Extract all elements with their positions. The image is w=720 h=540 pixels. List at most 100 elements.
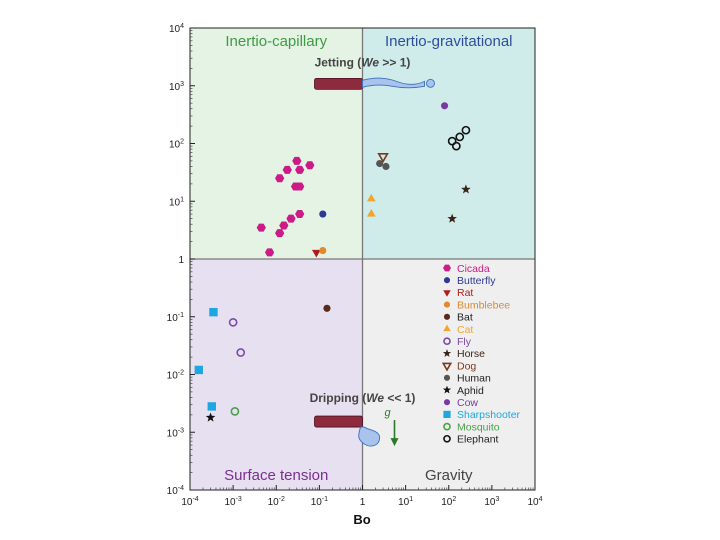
- region-label-gravity: Gravity: [425, 467, 473, 484]
- point-cicada: [275, 229, 285, 238]
- jetting-nozzle: [314, 77, 363, 90]
- y-tick-label: 102: [169, 139, 184, 151]
- legend-label-mosquito: Mosquito: [457, 421, 500, 433]
- legend-marker-dog: [441, 362, 453, 372]
- region-label-inertio-gravitational: Inertio-gravitational: [385, 33, 513, 50]
- y-tick-label: 10-3: [167, 427, 184, 439]
- legend-marker-elephant: [443, 434, 451, 443]
- point-elephant: [447, 136, 457, 146]
- point-cat: [366, 209, 376, 217]
- y-tick-label: 10-4: [167, 485, 184, 497]
- legend-marker-fly: [443, 337, 451, 346]
- point-cicada: [282, 165, 292, 174]
- point-horse: [447, 213, 457, 223]
- legend-marker-mosquito: [443, 422, 451, 431]
- point-aphid: [205, 412, 216, 422]
- y-tick-label: 10-2: [167, 370, 184, 382]
- legend-marker-horse: [442, 349, 452, 357]
- legend-marker-bumblebee: [443, 301, 451, 308]
- legend-marker-bat: [443, 313, 451, 320]
- point-cow: [441, 102, 449, 110]
- y-tick-label: 101: [169, 196, 184, 208]
- region-inertio-capillary: [190, 28, 363, 259]
- point-cicada: [256, 223, 266, 232]
- y-tick-label: 10-1: [167, 312, 184, 324]
- point-bat: [323, 304, 331, 312]
- point-bumblebee: [319, 246, 327, 255]
- legend-marker-butterfly: [443, 277, 451, 284]
- jet-droplet: [426, 78, 435, 88]
- x-tick-label: 10-3: [224, 496, 241, 508]
- point-cicada: [295, 210, 305, 219]
- gravity-arrowhead: [390, 438, 399, 447]
- point-fly: [236, 348, 246, 357]
- point-rat: [311, 249, 321, 258]
- pendant-drop: [358, 426, 380, 447]
- legend-marker-aphid: [442, 385, 452, 394]
- region-label-surface-tension: Surface tension: [224, 467, 328, 484]
- point-cicada: [295, 165, 305, 174]
- point-elephant: [451, 141, 461, 151]
- legend-marker-human: [443, 374, 451, 381]
- region-surface-tension: [190, 259, 363, 490]
- legend-label-cow: Cow: [457, 397, 478, 409]
- x-tick-label: 10-1: [311, 496, 328, 508]
- point-sharpshooter: [209, 307, 218, 317]
- point-cicada: [275, 174, 285, 183]
- point-cicada: [264, 248, 275, 257]
- legend-label-human: Human: [457, 373, 491, 385]
- legend-label-bumblebee: Bumblebee: [457, 299, 510, 311]
- legend-label-butterfly: Butterfly: [457, 275, 496, 287]
- x-tick-label: 104: [527, 496, 542, 508]
- x-axis-label: Bo: [353, 512, 370, 527]
- x-tick-label: 102: [441, 496, 456, 508]
- point-cat: [366, 193, 376, 202]
- point-human: [376, 159, 384, 168]
- x-tick-label: 101: [398, 496, 413, 508]
- x-tick-label: 10-2: [268, 496, 285, 508]
- dripping-nozzle: [314, 415, 363, 428]
- legend-label-bat: Bat: [457, 312, 473, 324]
- legend-marker-rat: [443, 290, 451, 297]
- legend-label-cicada: Cicada: [457, 263, 490, 275]
- point-fly: [228, 317, 238, 327]
- legend-label-aphid: Aphid: [457, 385, 484, 397]
- point-sharpshooter: [207, 402, 216, 411]
- legend-marker-cat: [443, 324, 451, 332]
- region-gravity: [362, 259, 535, 490]
- legend-label-dog: Dog: [457, 360, 476, 372]
- legend-label-rat: Rat: [457, 287, 473, 299]
- point-cicada: [305, 161, 315, 170]
- legend-marker-sharpshooter: [443, 410, 451, 418]
- point-butterfly: [319, 210, 327, 218]
- point-sharpshooter: [194, 365, 204, 375]
- point-horse: [461, 184, 471, 194]
- legend-label-elephant: Elephant: [457, 434, 499, 446]
- region-label-inertio-capillary: Inertio-capillary: [225, 33, 327, 50]
- gravity-symbol: g: [385, 407, 392, 419]
- point-elephant: [455, 132, 465, 142]
- point-elephant: [461, 125, 471, 135]
- point-mosquito: [230, 406, 240, 416]
- point-human: [382, 162, 390, 171]
- x-tick-label: 10-4: [181, 496, 198, 508]
- point-cicada: [292, 156, 302, 165]
- jetting-label: Jetting (We >> 1): [315, 55, 411, 69]
- point-cicada: [279, 221, 289, 230]
- point-cicada: [295, 182, 305, 191]
- y-tick-label: 1: [178, 255, 184, 266]
- x-tick-label: 103: [484, 496, 499, 508]
- point-dog: [377, 152, 389, 163]
- dripping-label: Dripping (We << 1): [310, 391, 416, 405]
- liquid-jet: [362, 77, 425, 89]
- x-tick-label: 1: [360, 497, 366, 508]
- legend-label-horse: Horse: [457, 348, 485, 360]
- legend-marker-cicada: [443, 264, 451, 272]
- legend-label-fly: Fly: [457, 336, 472, 348]
- y-tick-label: 103: [169, 81, 184, 93]
- legend-label-sharpshooter: Sharpshooter: [457, 409, 521, 421]
- legend-label-cat: Cat: [457, 324, 473, 336]
- point-cicada: [286, 214, 296, 223]
- y-tick-label: 104: [169, 23, 184, 35]
